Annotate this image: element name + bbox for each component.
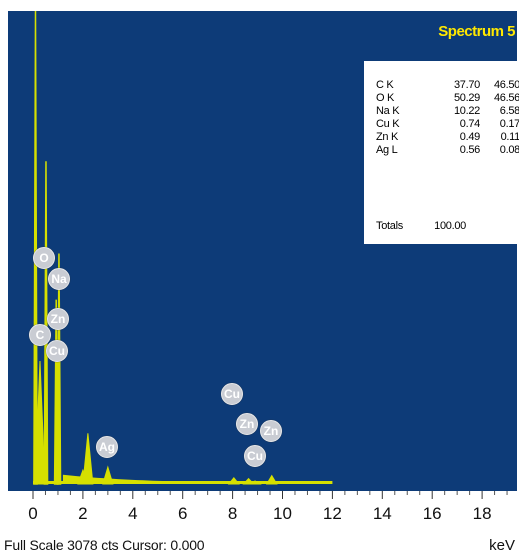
- element-label: Na K: [376, 105, 400, 117]
- x-axis-unit: keV: [489, 537, 515, 554]
- element-label: Zn K: [376, 131, 399, 143]
- weight-value: 10.22: [453, 105, 480, 117]
- peak-marker-cu[interactable]: Cu: [244, 445, 266, 467]
- totals-row: Totals 100.00: [376, 220, 516, 232]
- table-row: Ag L 0.56 0.08: [376, 144, 519, 156]
- element-label: Ag L: [376, 144, 398, 156]
- x-axis-bar: [8, 486, 517, 491]
- element-label: C K: [376, 79, 394, 91]
- spectrum-peak: [248, 480, 262, 485]
- spectrum-peak: [43, 161, 49, 485]
- peak-marker-o[interactable]: O: [33, 247, 55, 269]
- x-tick-label: 14: [372, 504, 392, 523]
- spectrum-peak: [227, 477, 240, 485]
- weight-value: 0.74: [459, 118, 481, 130]
- spectrum-peak: [82, 433, 94, 485]
- peak-marker-zn[interactable]: Zn: [47, 308, 69, 330]
- x-tick-label: 2: [78, 504, 88, 523]
- x-tick-label: 16: [422, 504, 442, 523]
- spectrum-peak: [265, 474, 278, 485]
- table-row: Cu K 0.74 0.17: [376, 118, 519, 130]
- spectrum-peak: [102, 465, 114, 485]
- peak-marker-zn[interactable]: Zn: [260, 420, 282, 442]
- weight-value: 0.49: [459, 131, 481, 143]
- atomic-value: 0.17: [499, 118, 519, 130]
- peak-marker-na[interactable]: Na: [48, 268, 70, 290]
- x-tick-label: 0: [28, 504, 38, 523]
- spectrum-peak: [242, 477, 255, 485]
- x-tick-label: 12: [322, 504, 342, 523]
- x-tick-label: 18: [472, 504, 492, 523]
- totals-label: Totals: [376, 220, 403, 232]
- peak-marker-cu[interactable]: Cu: [46, 340, 68, 362]
- atomic-value: 6.58: [499, 105, 519, 117]
- full-scale-readout: Full Scale 3078 cts Cursor: 0.000: [4, 537, 205, 553]
- x-tick-label: 10: [273, 504, 292, 523]
- spectrum-title: Spectrum 5: [438, 23, 515, 40]
- peak-marker-cu[interactable]: Cu: [221, 383, 243, 405]
- weight-value: 50.29: [453, 92, 480, 104]
- x-tick-label: 8: [227, 504, 238, 523]
- peak-marker-c[interactable]: C: [29, 324, 51, 346]
- weight-value: 37.70: [453, 79, 480, 91]
- table-row: C K 37.70 46.50: [376, 79, 519, 91]
- spectrum-plot: Spectrum 5 C K 37.70 46.50 O K 50.29 46.…: [8, 11, 519, 486]
- atomic-value: 0.08: [499, 144, 519, 156]
- element-label: Cu K: [376, 118, 400, 130]
- x-tick-label: 6: [177, 504, 188, 523]
- peak-marker-ag[interactable]: Ag: [96, 436, 118, 458]
- table-row: Na K 10.22 6.58: [376, 105, 519, 117]
- spectrum-peak: [56, 253, 62, 485]
- totals-value: 100.00: [434, 220, 466, 232]
- weight-value: 0.56: [459, 144, 481, 156]
- peak-marker-zn[interactable]: Zn: [236, 413, 258, 435]
- spectrum-peak: [34, 361, 46, 485]
- table-row: Zn K 0.49 0.11: [376, 131, 519, 143]
- table-row: O K 50.29 46.56: [376, 92, 519, 104]
- continuum: [62, 474, 333, 484]
- x-tick-label: 4: [128, 504, 138, 523]
- atomic-value: 46.56: [493, 92, 519, 104]
- spectrum-peak: [33, 10, 38, 485]
- atomic-value: 0.11: [500, 131, 519, 143]
- element-label: O K: [376, 92, 395, 104]
- quantification-table: C K 37.70 46.50 O K 50.29 46.56 Na K 10.…: [364, 61, 519, 244]
- atomic-value: 46.50: [493, 79, 519, 91]
